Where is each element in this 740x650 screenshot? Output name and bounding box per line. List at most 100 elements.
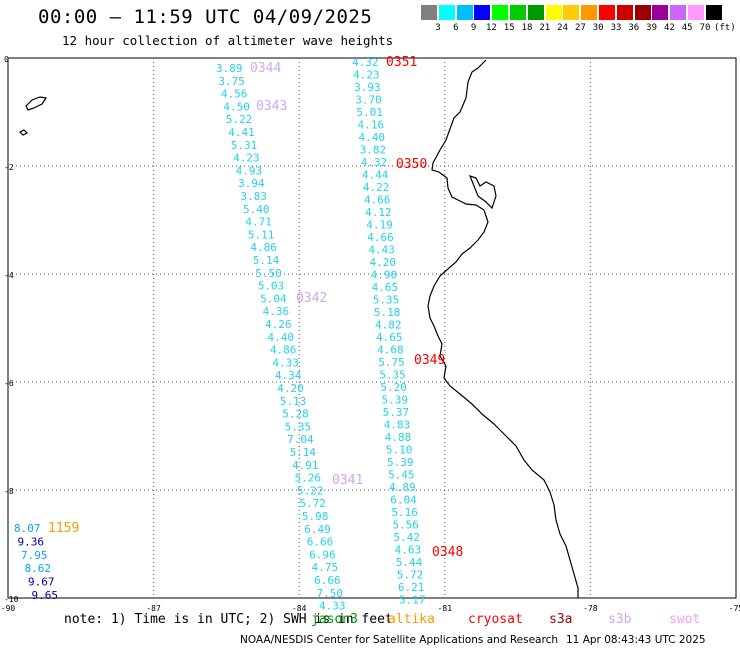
map-frame (7, 57, 737, 599)
swh-value: 5.13 (280, 395, 307, 408)
swh-value: 5.35 (373, 294, 400, 307)
island-large (25, 96, 48, 111)
swh-value: 3.83 (241, 190, 268, 203)
swh-value: 4.20 (277, 382, 304, 395)
colorbar-label: 18 (521, 23, 533, 33)
swh-value: 4.40 (268, 331, 295, 344)
swh-value: 4.82 (375, 319, 402, 332)
swh-value: 4.41 (228, 126, 255, 139)
lon-tick-label: -90 (1, 604, 16, 613)
swh-value: 4.93 (236, 164, 263, 177)
swh-value: 3.94 (238, 177, 265, 190)
lon-tick-label: -81 (438, 604, 453, 613)
colorbar-swatch (652, 5, 669, 20)
swh-value: 7.04 (287, 433, 314, 446)
swh-value: 5.56 (392, 519, 419, 532)
swh-value: 4.63 (395, 544, 422, 557)
swh-value: 5.16 (391, 506, 418, 519)
gulf-inlet (468, 175, 497, 210)
swh-value: 5.17 (399, 594, 426, 607)
swh-value: 4.26 (265, 318, 292, 331)
lat-tick-label: -8 (4, 487, 14, 496)
swh-value: 3.89 (216, 62, 243, 75)
colorbar-swatch (581, 5, 598, 20)
colorbar-label: 30 (592, 23, 604, 33)
swh-value: 4.91 (292, 459, 319, 472)
swh-value: 5.72 (299, 497, 326, 510)
lat-tick-label: -6 (4, 379, 14, 388)
colorbar-swatch (616, 5, 633, 20)
coastline (427, 59, 579, 598)
colorbar-swatch (421, 5, 437, 20)
swh-value: 3.75 (218, 75, 245, 88)
colorbar-label: 12 (485, 23, 497, 33)
swh-value: 6.96 (309, 548, 336, 561)
pass-labels: 0344 0343 0342 0341 0351 0350 0349 0348 1159 (48, 55, 463, 560)
colorbar-label: 42 (663, 23, 675, 33)
swh-value: 4.23 (353, 69, 380, 82)
colorbar-swatch (634, 5, 651, 20)
lon-tick-label: -75 (729, 604, 740, 613)
pass-label-0343: 0343 (256, 99, 287, 114)
swh-value: 4.33 (272, 356, 299, 369)
colorbar-swatch (705, 5, 722, 20)
colorbar-swatch (456, 5, 473, 20)
swh-value: 5.20 (380, 381, 407, 394)
swh-value: 5.18 (374, 306, 401, 319)
colorbar-label: 45 (681, 23, 693, 33)
colorbar-label: 9 (470, 23, 477, 33)
swh-value: 4.83 (384, 419, 411, 432)
swh-value: 5.44 (396, 556, 423, 569)
pass-label-0341: 0341 (332, 473, 363, 488)
swh-value: 3.82 (360, 144, 387, 157)
swh-value: 6.66 (307, 536, 334, 549)
swh-value: 9.36 (18, 535, 45, 548)
swh-value: 3.70 (355, 94, 382, 107)
swh-value: 5.04 (260, 292, 287, 305)
swh-value: 6.66 (314, 574, 341, 587)
swh-value: 4.90 (371, 269, 398, 282)
swh-value: 5.98 (302, 510, 329, 523)
pass-label-0344: 0344 (250, 61, 281, 76)
units-note: note: 1) Time is in UTC; 2) SWH is in fe… (64, 612, 393, 627)
legend-cryosat: cryosat (468, 612, 523, 627)
colorbar-swatch (688, 5, 704, 20)
swh-value: 9.67 (28, 576, 55, 589)
lon-tick-label: -87 (146, 604, 161, 613)
swh-value: 6.04 (390, 494, 417, 507)
swh-value: 4.43 (368, 244, 395, 257)
swh-value: 5.26 (294, 472, 321, 485)
swh-value: 4.20 (369, 256, 396, 269)
colorbar-swatch (438, 5, 455, 20)
swh-value: 4.50 (223, 100, 250, 113)
swh-value: 5.10 (386, 444, 413, 457)
legend-s3a: s3a (549, 612, 573, 627)
swh-value: 5.03 (258, 280, 285, 293)
lat-tick-label: 0 (4, 55, 9, 64)
swh-value: 5.22 (226, 113, 253, 126)
map-grid (8, 58, 736, 598)
swh-value: 4.44 (362, 169, 389, 182)
swh-value: 6.49 (304, 523, 331, 536)
colorbar-label: 21 (539, 23, 551, 33)
colorbar-label: 70 (699, 23, 711, 33)
swh-value: 9.65 (32, 589, 59, 602)
swh-value: 4.88 (385, 431, 412, 444)
track-values-west: 3.893.754.564.505.224.415.314.234.933.94… (216, 62, 346, 613)
swh-value: 4.34 (275, 369, 302, 382)
swh-value: 6.21 (398, 581, 425, 594)
swh-value: 5.14 (253, 254, 280, 267)
swh-value: 5.11 (248, 228, 275, 241)
swh-value: 5.35 (379, 369, 406, 382)
colorbar-swatch (510, 5, 526, 20)
swh-value: 4.56 (221, 88, 248, 101)
swh-value: 5.14 (290, 446, 317, 459)
colorbar-label: 15 (503, 23, 515, 33)
swh-value: 4.19 (366, 219, 393, 232)
colorbar-label: 3 (435, 23, 441, 33)
pass-label-0349: 0349 (414, 353, 445, 368)
swh-value: 5.50 (255, 267, 282, 280)
colorbar-label: 27 (574, 23, 586, 33)
colorbar-swatch (474, 5, 491, 20)
